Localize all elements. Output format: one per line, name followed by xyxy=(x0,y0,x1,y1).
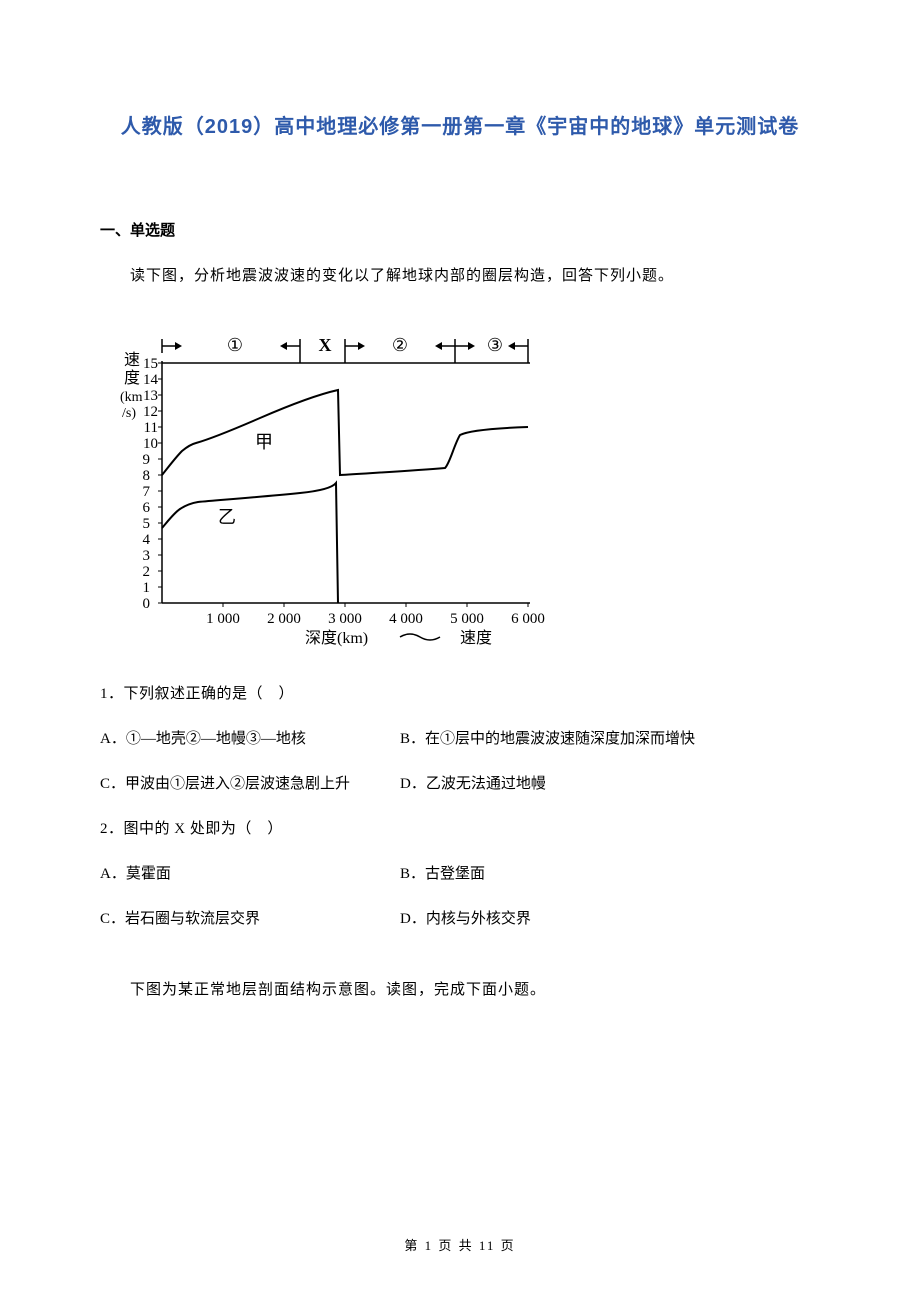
q2-options-ab: A．莫霍面 B．古登堡面 xyxy=(100,862,820,883)
x-axis-ticks: 1 000 2 000 3 000 4 000 5 000 6 000 xyxy=(206,611,545,627)
svg-text:(km: (km xyxy=(120,390,143,405)
x-axis-label-right: 速度 xyxy=(460,629,492,647)
svg-text:X: X xyxy=(319,335,332,355)
q2-option-c: C．岩石圈与软流层交界 xyxy=(100,907,400,928)
region-markers: ① X ② ③ xyxy=(162,335,528,363)
y-axis-label: 速 xyxy=(124,351,140,369)
svg-text:1 000: 1 000 xyxy=(206,611,240,627)
svg-text:2: 2 xyxy=(143,564,151,580)
q2-option-a: A．莫霍面 xyxy=(100,862,400,883)
line-yi xyxy=(162,483,338,603)
svg-text:9: 9 xyxy=(143,452,151,468)
q2-option-d: D．内核与外核交界 xyxy=(400,907,820,928)
q1-options-cd: C．甲波由①层进入②层波速急剧上升 D．乙波无法通过地幔 xyxy=(100,772,820,793)
svg-text:8: 8 xyxy=(143,468,151,484)
svg-text:2 000: 2 000 xyxy=(267,611,301,627)
svg-text:3: 3 xyxy=(143,548,151,564)
svg-text:5: 5 xyxy=(143,516,151,532)
next-section-intro: 下图为某正常地层剖面结构示意图。读图，完成下面小题。 xyxy=(100,978,820,999)
svg-text:15: 15 xyxy=(143,356,158,372)
page-title: 人教版（2019）高中地理必修第一册第一章《宇宙中的地球》单元测试卷 xyxy=(100,110,820,139)
svg-text:6: 6 xyxy=(143,500,151,516)
x-axis-label: 深度(km) xyxy=(305,629,368,647)
svg-text:1: 1 xyxy=(143,580,151,596)
question-2: 2．图中的 X 处即为（ ） xyxy=(100,817,820,838)
q1-option-d: D．乙波无法通过地幔 xyxy=(400,772,820,793)
svg-text:4: 4 xyxy=(143,532,151,548)
svg-text:12: 12 xyxy=(143,404,158,420)
page-footer: 第 1 页 共 11 页 xyxy=(0,1235,920,1254)
q1-option-c: C．甲波由①层进入②层波速急剧上升 xyxy=(100,772,400,793)
section-header: 一、单选题 xyxy=(100,219,820,240)
svg-text:10: 10 xyxy=(143,436,158,452)
q1-option-a: A．①—地壳②—地幔③—地核 xyxy=(100,727,400,748)
svg-text:度: 度 xyxy=(124,369,140,387)
q1-options-ab: A．①—地壳②—地幔③—地核 B．在①层中的地震波波速随深度加深而增快 xyxy=(100,727,820,748)
q1-option-b: B．在①层中的地震波波速随深度加深而增快 xyxy=(400,727,820,748)
svg-text:4 000: 4 000 xyxy=(389,611,423,627)
y-axis-ticks: 15 14 13 12 11 10 9 8 7 6 5 4 3 2 1 0 xyxy=(143,356,159,612)
svg-text:6 000: 6 000 xyxy=(511,611,545,627)
svg-text:①: ① xyxy=(227,335,243,355)
svg-text:③: ③ xyxy=(487,335,503,355)
question-1: 1．下列叙述正确的是（ ） xyxy=(100,682,820,703)
svg-text:7: 7 xyxy=(143,484,151,500)
svg-text:11: 11 xyxy=(144,420,158,436)
line-jia-label: 甲 xyxy=(255,432,273,452)
svg-text:/s): /s) xyxy=(122,406,136,421)
line-jia xyxy=(162,390,528,475)
svg-text:3 000: 3 000 xyxy=(328,611,362,627)
svg-text:13: 13 xyxy=(143,388,158,404)
q2-options-cd: C．岩石圈与软流层交界 D．内核与外核交界 xyxy=(100,907,820,928)
q2-option-b: B．古登堡面 xyxy=(400,862,820,883)
svg-text:0: 0 xyxy=(143,596,151,612)
svg-text:5 000: 5 000 xyxy=(450,611,484,627)
line-yi-label: 乙 xyxy=(218,507,236,527)
seismic-wave-chart: 速 度 (km /s) 15 14 13 12 11 10 9 8 7 6 5 … xyxy=(110,313,820,658)
svg-text:14: 14 xyxy=(143,372,159,388)
intro-text: 读下图，分析地震波波速的变化以了解地球内部的圈层构造，回答下列小题。 xyxy=(100,264,820,285)
svg-text:②: ② xyxy=(392,335,408,355)
